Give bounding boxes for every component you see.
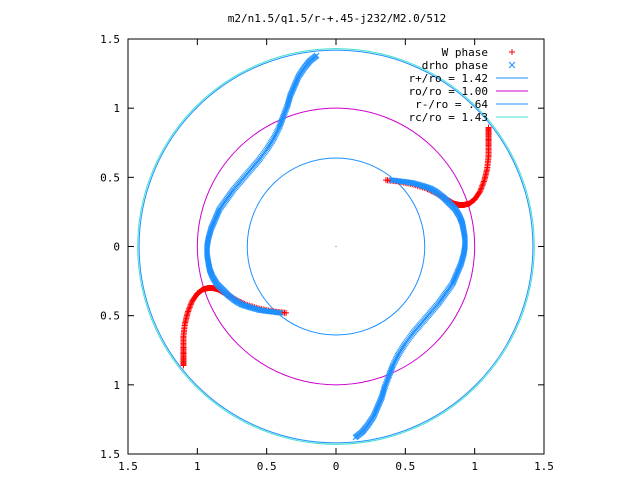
y-tick-label-2: 0.5 — [100, 171, 120, 184]
x-tick-label-0: 1.5 — [118, 460, 138, 473]
point-s0-a0-88 — [477, 188, 484, 195]
legend-label-3: ro/ro = 1.00 — [409, 85, 488, 98]
point-s1-a0-264 — [352, 434, 359, 441]
y-tick-label-5: 1 — [113, 379, 120, 392]
point-s0-a0-91 — [478, 184, 485, 191]
y-tick-label-1: 1 — [113, 102, 120, 115]
point-s0-a0-89 — [477, 186, 484, 193]
point-s0-a1-88 — [188, 298, 195, 305]
legend-marker-1 — [508, 61, 516, 69]
point-s0-a1-93 — [186, 305, 193, 312]
x-tick-label-3: 0 — [333, 460, 340, 473]
x-tick-label-6: 1.5 — [534, 460, 554, 473]
legend-label-4: r-/ro = .64 — [415, 98, 488, 111]
y-tick-label-6: 1.5 — [100, 448, 120, 461]
point-s0-a1-91 — [187, 302, 194, 309]
point-s0-a1-94 — [185, 307, 192, 314]
point-s0-a0-95 — [480, 178, 487, 185]
x-tick-label-4: 0.5 — [395, 460, 415, 473]
y-tick-label-4: 0.5 — [100, 310, 120, 323]
circle-2 — [138, 49, 534, 444]
y-tick-label-0: 1.5 — [100, 33, 120, 46]
point-s0-a0-90 — [478, 185, 485, 192]
point-s0-a1-90 — [187, 301, 194, 308]
legend-label-0: W phase — [442, 46, 488, 59]
legend-label-5: rc/ro = 1.43 — [409, 111, 488, 124]
circle-4 — [246, 157, 426, 336]
legend-label-2: r+/ro = 1.42 — [409, 72, 488, 85]
point-s0-a0-93 — [479, 181, 486, 188]
x-tick-label-1: 1 — [194, 460, 201, 473]
legend-marker-0 — [509, 49, 515, 55]
point-s0-a0-136 — [485, 124, 492, 131]
point-s0-a1-89 — [188, 300, 195, 307]
point-s0-a0-92 — [479, 182, 486, 189]
legend-label-1: drho phase — [422, 59, 488, 72]
point-s1-a1-264 — [313, 52, 320, 59]
y-tick-label-3: 0 — [113, 241, 120, 254]
circle-3 — [196, 107, 476, 386]
x-tick-label-2: 0.5 — [257, 460, 277, 473]
point-s0-a1-92 — [186, 304, 193, 311]
chart-title: m2/n1.5/q1.5/r-+.45-j232/M2.0/512 — [228, 12, 447, 25]
circle-5 — [137, 48, 535, 445]
point-s0-a1-95 — [185, 308, 192, 315]
point-s0-a1-136 — [180, 362, 187, 369]
point-s0-a0-94 — [480, 179, 487, 186]
x-tick-label-5: 1 — [471, 460, 478, 473]
center-point — [335, 245, 337, 248]
chart-marks — [137, 48, 535, 445]
